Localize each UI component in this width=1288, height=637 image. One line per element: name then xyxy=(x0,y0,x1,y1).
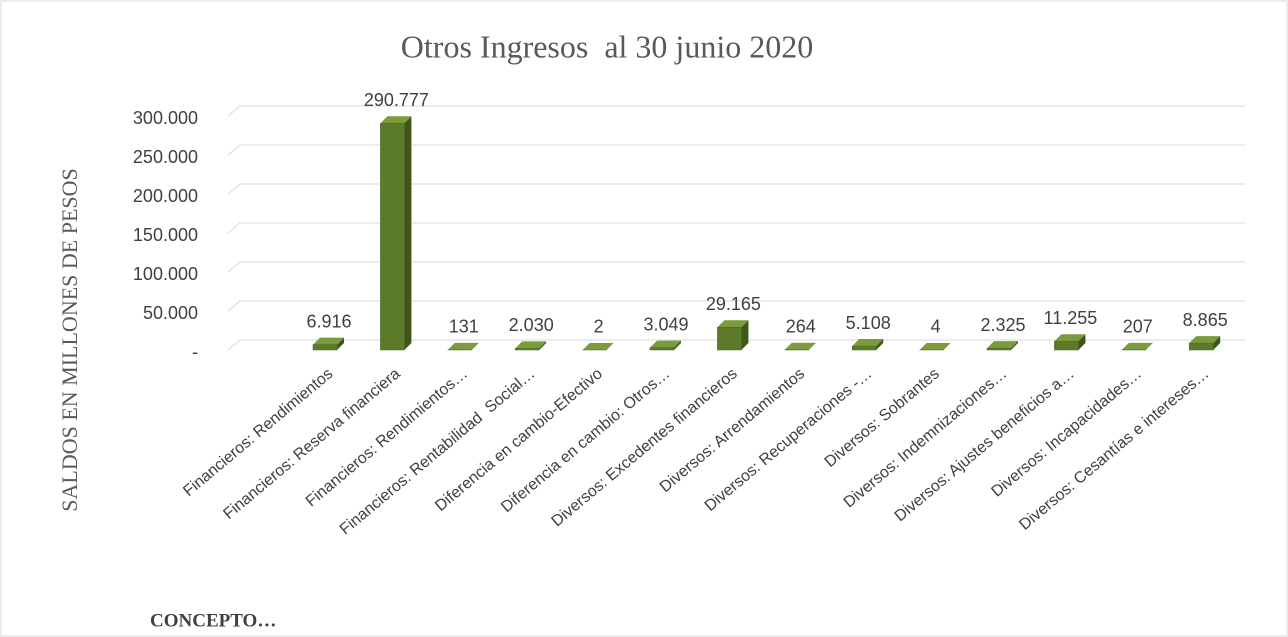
bar-side xyxy=(943,342,951,350)
bar xyxy=(1054,340,1079,351)
data-label: 3.049 xyxy=(643,314,688,334)
bar xyxy=(1188,342,1214,351)
data-label: 4 xyxy=(931,317,941,337)
bar xyxy=(717,327,742,351)
bar-top xyxy=(380,116,412,124)
bar-side xyxy=(1011,341,1018,350)
bar-top xyxy=(515,341,547,349)
grid-line xyxy=(227,183,1245,195)
y-tick-label: 200.000 xyxy=(133,186,198,206)
bar-side xyxy=(808,342,816,350)
bar-side xyxy=(337,337,344,350)
grid-line xyxy=(227,222,1245,234)
data-label: 264 xyxy=(786,317,816,337)
bar-side xyxy=(539,341,547,350)
data-label: 29.165 xyxy=(706,294,761,314)
data-label: 6.916 xyxy=(306,311,351,331)
data-label: 207 xyxy=(1123,317,1153,337)
y-axis-title: SALDOS EN MILLONES DE PESOS xyxy=(57,168,82,511)
bar-side xyxy=(876,339,884,350)
bar-top xyxy=(313,337,344,345)
y-tick-label: 50.000 xyxy=(143,303,198,323)
bar xyxy=(649,347,675,351)
chart-title: Otros Ingresos al 30 junio 2020 xyxy=(401,28,813,64)
y-tick-label: - xyxy=(192,342,198,362)
grid-line xyxy=(227,261,1245,273)
bar-side xyxy=(471,342,479,350)
bar xyxy=(380,122,405,351)
bar xyxy=(986,347,1012,351)
data-label: 2.325 xyxy=(980,315,1025,335)
bar-top xyxy=(784,342,816,350)
bar-top xyxy=(919,342,951,350)
grid-line xyxy=(227,144,1245,156)
bar-top xyxy=(717,320,749,328)
data-label: 290.777 xyxy=(364,90,429,110)
bar xyxy=(312,344,338,351)
grid-line xyxy=(227,105,1245,117)
bar-side xyxy=(1145,342,1153,350)
bar xyxy=(851,345,877,351)
bar-top xyxy=(1121,342,1153,350)
data-label: 8.865 xyxy=(1183,310,1228,330)
bar-top xyxy=(447,342,479,350)
data-label: 5.108 xyxy=(846,313,891,333)
bar-top xyxy=(582,342,614,350)
bar-top xyxy=(852,339,884,347)
data-label: 2.030 xyxy=(509,315,554,335)
y-tick-label: 100.000 xyxy=(133,264,198,284)
bar-top xyxy=(1054,334,1086,342)
data-label: 11.255 xyxy=(1044,308,1098,328)
bar-side xyxy=(674,340,681,350)
y-tick-label: 150.000 xyxy=(133,225,198,245)
bar-top xyxy=(650,340,681,348)
bar-top xyxy=(987,341,1018,349)
y-tick-label: 250.000 xyxy=(133,147,198,167)
x-axis-title: CONCEPTO… xyxy=(150,610,276,631)
bar xyxy=(514,348,540,351)
bar-top xyxy=(1189,336,1221,344)
bar-side xyxy=(606,342,614,350)
data-label: 2 xyxy=(594,317,604,337)
bar-side xyxy=(1213,336,1221,350)
bar-side xyxy=(1078,334,1086,350)
grid-line xyxy=(227,339,1245,351)
y-tick-label: 300.000 xyxy=(133,108,198,128)
grid-line xyxy=(227,300,1245,312)
bar-side xyxy=(404,116,412,350)
bar-side xyxy=(741,320,749,350)
data-label: 131 xyxy=(449,317,479,337)
